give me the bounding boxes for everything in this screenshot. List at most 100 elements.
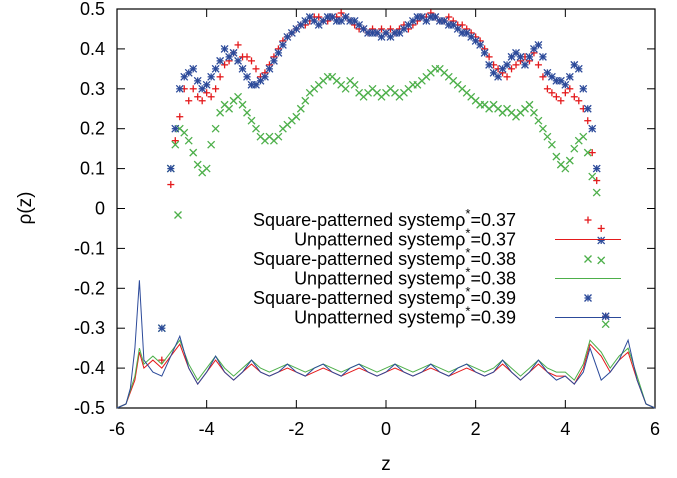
data-point: [570, 93, 578, 101]
data-point: [234, 92, 243, 101]
data-point: [588, 149, 596, 157]
data-point: [512, 61, 520, 69]
data-point: [579, 132, 588, 141]
legend-swatch: [584, 255, 592, 263]
data-point: [166, 164, 175, 173]
data-point: [243, 108, 251, 117]
data-point: [485, 60, 494, 69]
data-point: [350, 17, 359, 25]
legend-label: Unpatterned systemρ*=0.38: [294, 265, 516, 289]
data-point: [252, 65, 260, 73]
legend-entry: Square-patterned systemρ*=0.39: [253, 284, 592, 308]
series-line: [116, 280, 656, 409]
x-tick-label: -6: [109, 419, 125, 439]
data-point: [529, 108, 538, 117]
data-point: [193, 76, 202, 85]
y-axis-label: ρ(z): [15, 192, 36, 225]
x-tick-label: 4: [560, 419, 570, 439]
data-point: [337, 9, 345, 17]
data-point: [248, 57, 255, 65]
data-point: [538, 52, 547, 61]
legend: Square-patterned systemρ*=0.37Unpatterne…: [174, 206, 621, 328]
x-axis-label: z: [381, 454, 391, 475]
data-point: [296, 104, 305, 113]
data-point: [583, 104, 592, 113]
legend-entry: Unpatterned systemρ*=0.37: [294, 226, 621, 250]
data-point: [189, 148, 198, 157]
y-tick-label: 0.2: [80, 119, 105, 139]
legend-entry: Square-patterned systemρ*=0.38: [253, 245, 592, 269]
series-4: [116, 339, 656, 409]
data-point: [458, 21, 466, 29]
data-point: [445, 13, 453, 21]
legend-label: Square-patterned systemρ*=0.37: [253, 206, 516, 230]
data-point: [583, 148, 592, 157]
data-point: [534, 61, 542, 69]
x-tick-label: -4: [199, 419, 215, 439]
data-point: [184, 136, 193, 145]
data-point: [216, 56, 225, 65]
y-tick-label: -0.3: [74, 318, 105, 338]
y-tick-label: -0.1: [74, 238, 105, 258]
data-point: [503, 60, 512, 69]
data-point: [525, 100, 534, 109]
data-point: [171, 124, 180, 133]
data-point: [238, 64, 247, 73]
data-point: [341, 84, 350, 93]
legend-label: Unpatterned systemρ*=0.37: [294, 226, 516, 250]
data-point: [175, 84, 184, 93]
data-point: [601, 312, 610, 321]
data-point: [247, 116, 256, 125]
data-point: [194, 93, 202, 101]
data-point: [503, 73, 511, 81]
series-line: [116, 339, 656, 409]
x-tick-label: -2: [288, 419, 304, 439]
data-point: [216, 108, 225, 117]
data-point: [539, 73, 547, 81]
data-point: [417, 13, 426, 21]
data-point: [597, 224, 605, 232]
legend-label: Square-patterned systemρ*=0.38: [253, 245, 516, 269]
data-point: [274, 132, 283, 141]
data-point: [278, 40, 287, 49]
data-point: [207, 72, 216, 81]
data-point: [238, 100, 247, 109]
plot-frame: [116, 8, 656, 409]
data-point: [207, 140, 216, 149]
data-point: [189, 64, 198, 73]
data-point: [592, 188, 601, 197]
series-3: [157, 64, 610, 333]
data-point: [516, 52, 525, 61]
data-point: [485, 53, 493, 61]
data-point: [529, 44, 538, 53]
legend-swatch: [584, 216, 592, 224]
data-point: [180, 128, 189, 137]
data-point: [274, 48, 283, 57]
data-point: [203, 89, 211, 97]
data-point: [508, 65, 516, 73]
data-point: [480, 48, 489, 57]
data-point: [202, 80, 211, 89]
y-tick-label: -0.4: [74, 358, 105, 378]
data-point: [167, 181, 175, 189]
data-point: [592, 164, 601, 173]
data-point: [494, 72, 503, 81]
data-point: [176, 113, 184, 121]
data-point: [547, 140, 556, 149]
data-point: [588, 124, 597, 133]
legend-swatch: [174, 211, 182, 219]
data-point: [575, 97, 583, 105]
data-point: [269, 56, 278, 65]
data-point: [552, 152, 561, 161]
data-point: [171, 140, 180, 149]
data-point: [243, 72, 251, 81]
data-point: [189, 85, 197, 93]
data-point: [157, 324, 166, 333]
data-point: [386, 32, 395, 41]
legend-swatch: [584, 294, 592, 302]
data-point: [212, 85, 220, 93]
legend-label: Unpatterned systemρ*=0.39: [294, 304, 516, 328]
data-point: [225, 104, 234, 113]
data-point: [584, 117, 592, 125]
